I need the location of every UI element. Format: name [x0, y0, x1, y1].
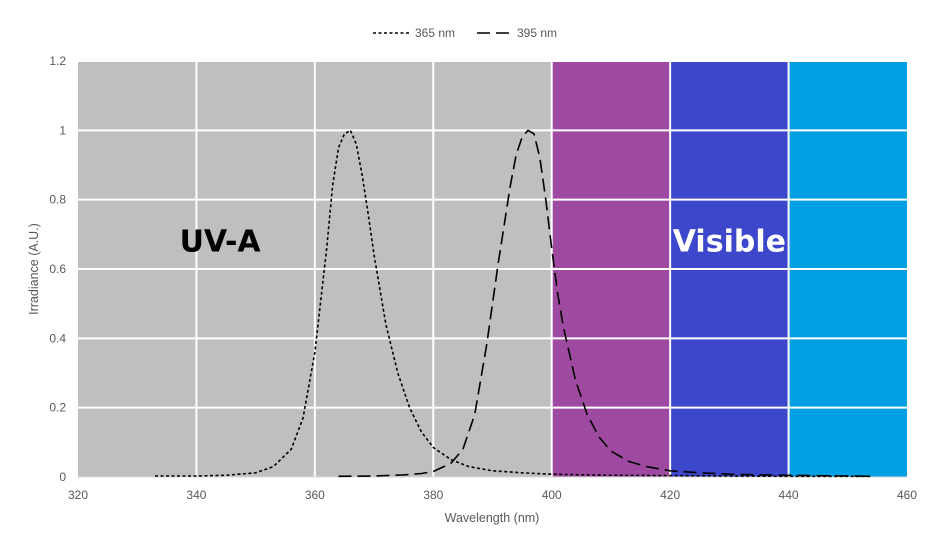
y-tick-label: 1.2 [49, 54, 66, 68]
y-tick-label: 0.2 [49, 401, 66, 415]
x-tick-label: 420 [660, 488, 680, 502]
series-line-2 [338, 129, 872, 478]
x-tick-label: 440 [779, 488, 799, 502]
y-tick-label: 0.6 [49, 262, 66, 276]
x-tick-label: 320 [68, 488, 88, 502]
legend: 365 nm 395 nm [373, 26, 557, 40]
region-labels: UV-A Visible [180, 224, 786, 259]
y-tick-labels: 0 0.2 0.4 0.6 0.8 1 1.2 [49, 54, 66, 484]
annotation-label: Visible [673, 224, 786, 259]
y-tick-label: 0.8 [49, 193, 66, 207]
series-lines [155, 129, 872, 478]
x-axis-title: Wavelength (nm) [445, 511, 540, 525]
x-tick-label: 380 [423, 488, 443, 502]
x-tick-labels: 320 340 360 380 400 420 440 460 [68, 488, 917, 502]
y-tick-label: 1 [59, 123, 66, 137]
legend-entry-label: 395 nm [517, 26, 557, 40]
y-tick-label: 0 [59, 470, 66, 484]
x-tick-label: 400 [542, 488, 562, 502]
y-axis-title: Irradiance (A.U.) [27, 223, 41, 315]
gridlines [78, 60, 907, 478]
x-tick-label: 360 [305, 488, 325, 502]
x-tick-label: 340 [186, 488, 206, 502]
series-line-1 [155, 129, 872, 478]
y-tick-label: 0.4 [49, 331, 66, 345]
x-tick-label: 460 [897, 488, 917, 502]
annotation-label: UV-A [180, 224, 262, 259]
legend-entry-label: 365 nm [415, 26, 455, 40]
